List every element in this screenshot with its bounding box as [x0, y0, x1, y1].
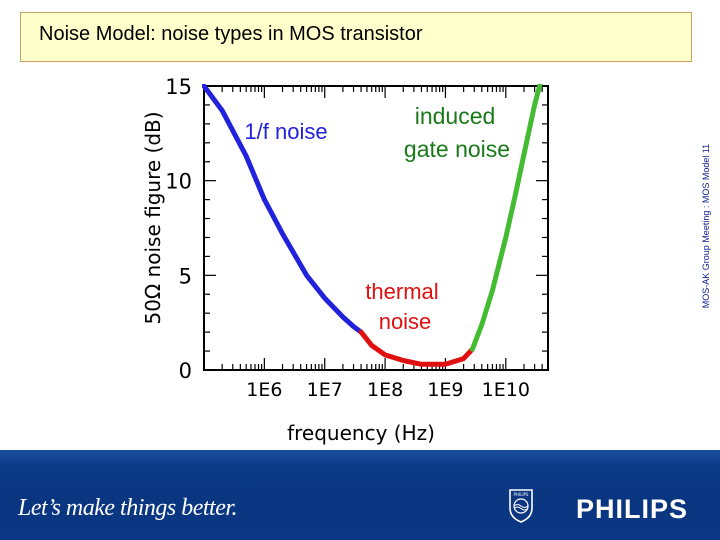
- shield-text: PHILIPS: [514, 492, 529, 497]
- y-tick-label: 15: [165, 75, 192, 99]
- annotation-label: thermal: [365, 279, 438, 304]
- slogan: Let’s make things better.: [18, 495, 238, 521]
- x-axis-label: frequency (Hz): [287, 421, 435, 445]
- x-tick-label: 1E9: [427, 379, 463, 401]
- footer-bar: Let’s make things better. PHILIPS PHILIP…: [0, 450, 720, 540]
- x-tick-label: 1E10: [482, 379, 530, 401]
- x-tick-label: 1E8: [367, 379, 403, 401]
- y-tick-label: 0: [179, 359, 192, 383]
- y-tick-label: 10: [165, 170, 192, 194]
- x-tick-label: 1E6: [246, 379, 282, 401]
- philips-shield-icon: PHILIPS: [509, 489, 533, 523]
- annotation-label: gate noise: [404, 136, 510, 162]
- series-line-3: [469, 84, 543, 352]
- y-tick-label: 5: [179, 264, 192, 288]
- annotation-label: 1/f noise: [244, 119, 327, 144]
- noise-figure-chart: 1E6 1E7 1E8 1E9 1E10 0 5 10 15 frequency (Hz) 50Ω …: [141, 75, 549, 445]
- series-line-1: [202, 84, 364, 335]
- series-line-2: [358, 329, 475, 367]
- title-banner: Noise Model: noise types in MOS transist…: [20, 12, 692, 62]
- annotation-label: induced: [415, 103, 496, 129]
- y-axis-label: 50Ω noise figure (dB): [141, 111, 165, 324]
- slide-title: Noise Model: noise types in MOS transist…: [39, 23, 423, 45]
- annotation-label: noise: [379, 309, 432, 334]
- brand-wordmark: PHILIPS: [576, 494, 689, 524]
- x-tick-label: 1E7: [307, 379, 343, 401]
